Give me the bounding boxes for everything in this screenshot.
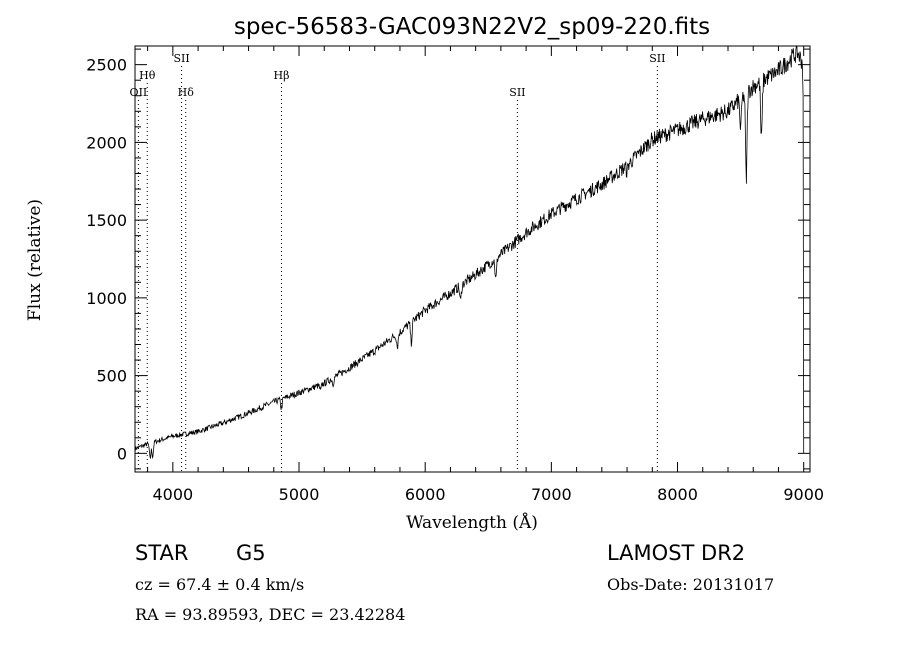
chart-title: spec-56583-GAC093N22V2_sp09-220.fits: [234, 14, 710, 40]
spectrum-line: [134, 45, 805, 459]
line-marker-label: Hβ: [274, 69, 290, 82]
marker-layer: OII Hθ SII Hδ Hβ SII SII: [130, 52, 665, 472]
plot-frame: [134, 45, 811, 473]
y-tick-label: 500: [96, 367, 127, 386]
redshift-cz: cz = 67.4 ± 0.4 km/s: [135, 575, 305, 594]
x-tick-label: 6000: [405, 485, 446, 504]
line-marker-label: Hδ: [178, 86, 195, 99]
sky-coordinates: RA = 93.89593, DEC = 23.42284: [135, 605, 406, 624]
x-tick-label: 8000: [657, 485, 698, 504]
x-tick-label: 9000: [783, 485, 824, 504]
line-marker-label: SII: [509, 86, 525, 99]
y-tick-label: 2500: [86, 56, 127, 75]
line-marker-label: SII: [649, 52, 665, 65]
y-axis-label: Flux (relative): [25, 199, 45, 321]
spectral-subclass: G5: [236, 541, 266, 565]
x-axis: 4000 5000 6000 7000 8000 9000: [147, 46, 824, 504]
x-tick-label: 4000: [152, 485, 193, 504]
y-tick-label: 1500: [86, 211, 127, 230]
x-tick-label: 5000: [279, 485, 320, 504]
y-tick-label: 0: [117, 444, 127, 463]
x-axis-label: Wavelength (Å): [406, 512, 538, 533]
x-tick-label: 7000: [531, 485, 572, 504]
y-tick-label: 2000: [86, 133, 127, 152]
y-axis: 0 500 1000 1500 2000 2500: [86, 48, 810, 470]
observation-date: Obs-Date: 20131017: [607, 575, 775, 594]
y-tick-label: 1000: [86, 289, 127, 308]
line-marker-label: SII: [173, 52, 189, 65]
survey-name: LAMOST DR2: [607, 541, 746, 565]
object-type: STAR: [135, 541, 189, 565]
line-marker-label: Hθ: [139, 69, 156, 82]
line-marker-label: OII: [130, 86, 148, 99]
